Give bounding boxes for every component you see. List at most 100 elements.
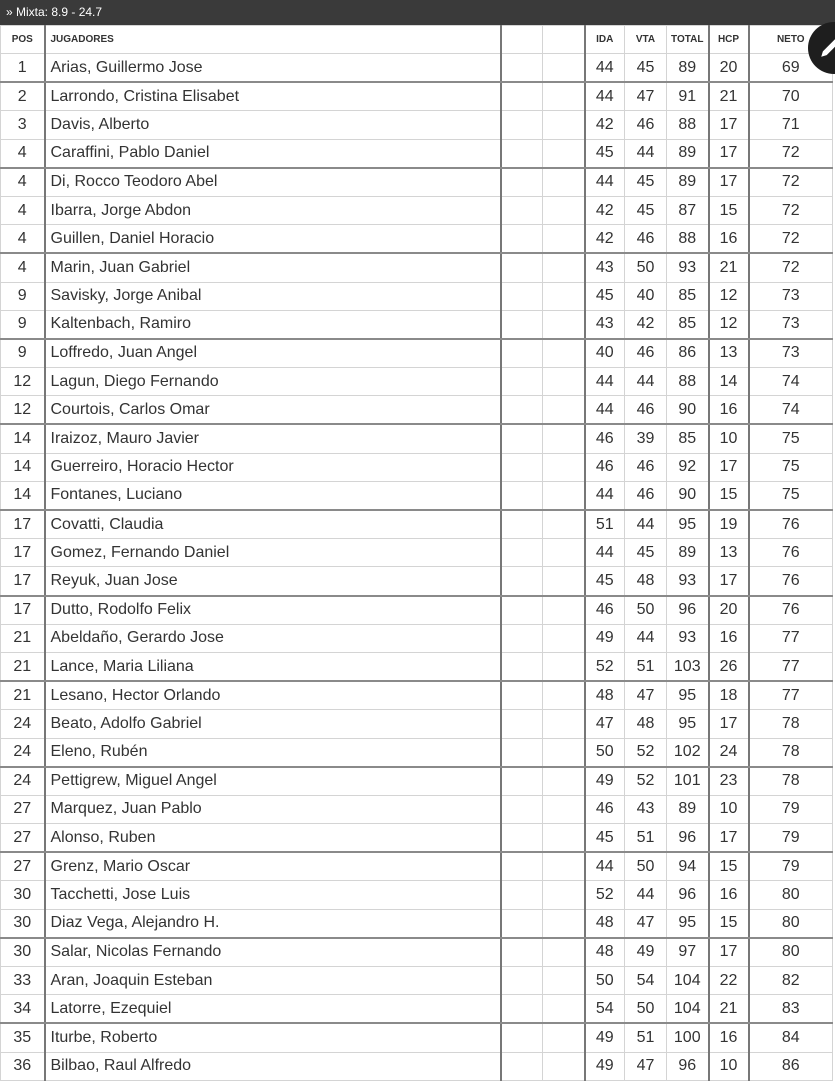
cell-blank-1 bbox=[499, 309, 543, 340]
cell-pos: 4 bbox=[0, 167, 45, 197]
cell-total: 102 bbox=[666, 737, 709, 768]
cell-ida: 46 bbox=[583, 423, 625, 454]
cell-ida: 45 bbox=[583, 823, 625, 854]
cell-hcp: 16 bbox=[707, 623, 749, 653]
cell-blank-2 bbox=[542, 167, 585, 197]
table-row: 24 Pettigrew, Miguel Angel 49 52 101 23 78 bbox=[0, 766, 833, 796]
cell-blank-2 bbox=[542, 224, 585, 255]
cell-total: 96 bbox=[666, 823, 709, 854]
table-row: 3 Davis, Alberto 42 46 88 17 71 bbox=[0, 110, 833, 140]
cell-neto: 75 bbox=[747, 423, 833, 454]
col-vta: VTA bbox=[624, 25, 667, 54]
cell-vta: 54 bbox=[624, 965, 667, 996]
cell-vta: 46 bbox=[624, 480, 667, 511]
table-row: 21 Lance, Maria Liliana 52 51 103 26 77 bbox=[0, 651, 833, 683]
cell-pos: 21 bbox=[0, 680, 45, 711]
table-row: 27 Grenz, Mario Oscar 44 50 94 15 79 bbox=[0, 851, 833, 882]
table-row: 14 Iraizoz, Mauro Javier 46 39 85 10 75 bbox=[0, 423, 833, 454]
cell-hcp: 19 bbox=[707, 509, 749, 540]
cell-ida: 45 bbox=[583, 566, 625, 597]
cell-ida: 49 bbox=[583, 1051, 625, 1081]
cell-hcp: 10 bbox=[707, 794, 749, 825]
cell-blank-1 bbox=[499, 566, 543, 597]
table-row: 24 Beato, Adolfo Gabriel 47 48 95 17 78 bbox=[0, 709, 833, 739]
cell-pos: 3 bbox=[0, 110, 45, 140]
cell-total: 103 bbox=[666, 651, 709, 683]
cell-player-name: Gomez, Fernando Daniel bbox=[43, 538, 501, 568]
cell-ida: 50 bbox=[583, 965, 625, 996]
cell-neto: 74 bbox=[747, 395, 833, 426]
cell-player-name: Reyuk, Juan Jose bbox=[43, 566, 501, 597]
cell-ida: 42 bbox=[583, 110, 625, 140]
cell-player-name: Dutto, Rodolfo Felix bbox=[43, 595, 501, 625]
cell-vta: 50 bbox=[624, 994, 667, 1025]
cell-blank-1 bbox=[499, 737, 543, 768]
cell-pos: 21 bbox=[0, 651, 45, 683]
cell-hcp: 16 bbox=[707, 1022, 749, 1053]
col-ida: IDA bbox=[583, 25, 625, 54]
cell-pos: 9 bbox=[0, 338, 45, 369]
cell-ida: 44 bbox=[583, 395, 625, 426]
cell-total: 104 bbox=[666, 965, 709, 996]
cell-ida: 44 bbox=[583, 851, 625, 882]
cell-pos: 30 bbox=[0, 880, 45, 910]
table-row: 2 Larrondo, Cristina Elisabet 44 47 91 21 70 bbox=[0, 81, 833, 112]
cell-blank-1 bbox=[499, 338, 543, 369]
cell-player-name: Arias, Guillermo Jose bbox=[43, 53, 501, 84]
cell-blank-1 bbox=[499, 823, 543, 854]
table-row: 17 Reyuk, Juan Jose 45 48 93 17 76 bbox=[0, 566, 833, 597]
cell-total: 89 bbox=[666, 138, 709, 169]
cell-pos: 17 bbox=[0, 509, 45, 540]
table-row: 12 Lagun, Diego Fernando 44 44 88 14 74 bbox=[0, 367, 833, 397]
cell-ida: 51 bbox=[583, 509, 625, 540]
cell-vta: 42 bbox=[624, 309, 667, 340]
cell-ida: 50 bbox=[583, 737, 625, 768]
cell-total: 89 bbox=[666, 167, 709, 197]
cell-player-name: Guillen, Daniel Horacio bbox=[43, 224, 501, 255]
cell-blank-1 bbox=[499, 595, 543, 625]
cell-player-name: Grenz, Mario Oscar bbox=[43, 851, 501, 882]
cell-vta: 45 bbox=[624, 53, 667, 84]
table-row: 36 Bilbao, Raul Alfredo 49 47 96 10 86 bbox=[0, 1051, 833, 1081]
cell-blank-1 bbox=[499, 794, 543, 825]
table-row: 9 Savisky, Jorge Anibal 45 40 85 12 73 bbox=[0, 281, 833, 311]
cell-pos: 4 bbox=[0, 224, 45, 255]
cell-vta: 44 bbox=[624, 138, 667, 169]
cell-total: 100 bbox=[666, 1022, 709, 1053]
cell-total: 88 bbox=[666, 110, 709, 140]
cell-pos: 14 bbox=[0, 452, 45, 482]
table-row: 17 Dutto, Rodolfo Felix 46 50 96 20 76 bbox=[0, 595, 833, 625]
cell-blank-1 bbox=[499, 395, 543, 426]
cell-pos: 9 bbox=[0, 309, 45, 340]
cell-vta: 50 bbox=[624, 595, 667, 625]
cell-blank-1 bbox=[499, 452, 543, 482]
cell-neto: 70 bbox=[747, 81, 833, 112]
cell-blank-2 bbox=[542, 908, 585, 939]
cell-vta: 47 bbox=[624, 680, 667, 711]
cell-neto: 77 bbox=[747, 680, 833, 711]
cell-player-name: Abeldaño, Gerardo Jose bbox=[43, 623, 501, 653]
cell-pos: 21 bbox=[0, 623, 45, 653]
cell-hcp: 21 bbox=[707, 81, 749, 112]
cell-neto: 79 bbox=[747, 851, 833, 882]
cell-blank-1 bbox=[499, 651, 543, 683]
table-row: 21 Abeldaño, Gerardo Jose 49 44 93 16 77 bbox=[0, 623, 833, 653]
cell-ida: 46 bbox=[583, 595, 625, 625]
cell-vta: 51 bbox=[624, 1022, 667, 1053]
cell-player-name: Alonso, Ruben bbox=[43, 823, 501, 854]
cell-vta: 47 bbox=[624, 908, 667, 939]
cell-blank-2 bbox=[542, 195, 585, 226]
cell-ida: 46 bbox=[583, 794, 625, 825]
cell-player-name: Salar, Nicolas Fernando bbox=[43, 937, 501, 967]
cell-neto: 74 bbox=[747, 367, 833, 397]
table-row: 30 Diaz Vega, Alejandro H. 48 47 95 15 80 bbox=[0, 908, 833, 939]
cell-hcp: 15 bbox=[707, 908, 749, 939]
cell-pos: 17 bbox=[0, 595, 45, 625]
cell-hcp: 17 bbox=[707, 566, 749, 597]
cell-player-name: Kaltenbach, Ramiro bbox=[43, 309, 501, 340]
cell-neto: 73 bbox=[747, 281, 833, 311]
cell-total: 95 bbox=[666, 709, 709, 739]
cell-hcp: 12 bbox=[707, 309, 749, 340]
cell-hcp: 16 bbox=[707, 395, 749, 426]
cell-pos: 4 bbox=[0, 195, 45, 226]
